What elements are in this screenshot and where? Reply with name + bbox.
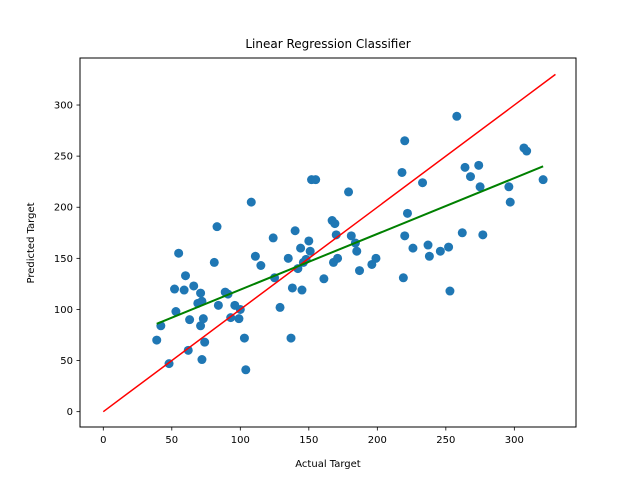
data-point: [185, 315, 195, 325]
data-point: [304, 236, 314, 246]
data-point: [538, 175, 548, 185]
data-point: [246, 197, 256, 207]
data-point: [268, 233, 278, 243]
data-point: [275, 302, 285, 312]
data-point: [256, 260, 266, 270]
data-point: [344, 187, 354, 197]
data-point: [305, 246, 315, 256]
data-point: [424, 251, 434, 261]
x-tick-label: 100: [231, 435, 250, 446]
x-tick-label: 50: [165, 435, 178, 446]
data-point: [234, 314, 244, 324]
x-tick-label: 250: [436, 435, 455, 446]
data-point: [297, 285, 307, 295]
data-point: [457, 228, 467, 238]
data-point: [183, 345, 193, 355]
data-point: [402, 208, 412, 218]
data-point: [445, 286, 455, 296]
y-tick-label: 50: [60, 356, 73, 367]
data-point: [460, 162, 470, 172]
data-point: [398, 273, 408, 283]
data-point: [290, 226, 300, 236]
data-point: [423, 240, 433, 250]
data-point: [319, 274, 329, 284]
data-point: [212, 222, 222, 232]
y-tick-label: 300: [54, 101, 73, 112]
data-point: [197, 355, 207, 365]
data-point: [504, 182, 514, 192]
x-axis-label: Actual Target: [295, 459, 361, 470]
data-point: [198, 314, 208, 324]
x-tick-label: 150: [299, 435, 318, 446]
data-point: [286, 333, 296, 343]
data-point: [179, 285, 189, 295]
data-point: [408, 243, 418, 253]
data-point: [296, 243, 306, 253]
data-point: [352, 246, 362, 256]
x-tick-label: 0: [100, 435, 106, 446]
data-point: [346, 231, 356, 241]
data-point: [171, 306, 181, 316]
data-point: [239, 333, 249, 343]
data-point: [475, 182, 485, 192]
plot-frame: [79, 57, 577, 428]
data-point: [444, 242, 454, 252]
data-point: [478, 230, 488, 240]
data-point: [452, 111, 462, 121]
data-point: [152, 335, 162, 345]
data-point: [213, 300, 223, 310]
data-point: [196, 288, 206, 298]
chart-title: Linear Regression Classifier: [245, 37, 410, 51]
identity-line: [102, 73, 556, 413]
data-point: [505, 197, 515, 207]
data-point: [418, 178, 428, 188]
data-point: [474, 160, 484, 170]
data-point: [189, 281, 199, 291]
data-point: [435, 246, 445, 256]
data-point: [465, 172, 475, 182]
data-point: [174, 248, 184, 258]
data-point: [209, 257, 219, 267]
y-axis-label: Predicted Target: [26, 202, 37, 283]
data-point: [400, 136, 410, 146]
y-tick-label: 100: [54, 305, 73, 316]
y-tick-label: 250: [54, 152, 73, 163]
data-point: [522, 146, 532, 156]
data-point: [400, 231, 410, 241]
data-point: [330, 219, 340, 229]
y-tick-label: 0: [67, 407, 73, 418]
data-point: [241, 365, 251, 375]
data-point: [371, 253, 381, 263]
data-point: [355, 266, 365, 276]
axis-ticks: 0 50 100 150 200 250 300 0 50 100 150 200 250 300: [54, 101, 524, 446]
data-point: [181, 271, 191, 281]
y-tick-label: 200: [54, 203, 73, 214]
data-point: [200, 337, 210, 347]
data-point: [283, 253, 293, 263]
data-point: [311, 175, 321, 185]
data-point: [397, 167, 407, 177]
data-point: [196, 321, 206, 331]
y-tick-label: 150: [54, 254, 73, 265]
x-tick-label: 200: [368, 435, 387, 446]
regression-fit-line: [156, 165, 544, 325]
data-point: [287, 283, 297, 293]
plot-area: [102, 73, 556, 413]
x-tick-label: 300: [505, 435, 524, 446]
data-point: [170, 284, 180, 294]
data-point: [250, 251, 260, 261]
data-point: [333, 253, 343, 263]
